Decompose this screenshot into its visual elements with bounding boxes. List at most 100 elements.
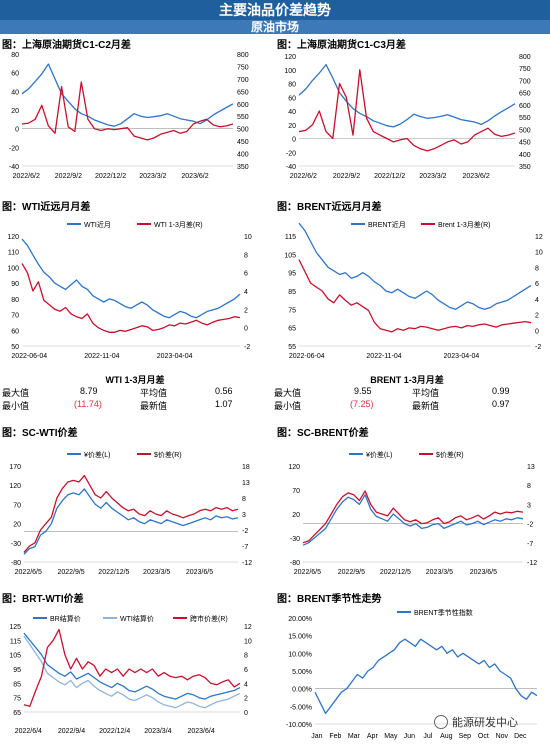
y2-tick-label: 6 [244,271,248,278]
y-tick-label: 50 [11,344,19,351]
y2-tick-label: 0 [244,710,248,717]
y2-tick-label: 4 [244,289,248,296]
series-line [298,259,532,333]
stats-wti: WTI 1-3月月差 最大值 8.79 平均值 0.56 最小值 (11.74)… [0,373,270,413]
y-tick-label: 10.00% [288,651,312,658]
y-tick-label: 70 [11,313,19,320]
x-tick-label: Sep [459,733,472,740]
y2-tick-label: 13 [242,480,250,487]
x-tick-label: 2023/3/4 [144,728,171,735]
x-tick-label: Jun [404,733,415,740]
page-header: 主要油品价差趋势 [0,0,550,20]
y2-tick-label: 0 [535,328,539,335]
x-tick-label: 2023-04-04 [157,353,193,360]
y-tick-label: -10.00% [286,722,312,729]
x-tick-label: 2023/6/2 [462,173,489,180]
x-tick-label: Mar [348,733,361,740]
y2-tick-label: 450 [237,139,249,146]
avg-label: 平均值 [412,388,440,398]
y-tick-label: -20 [286,150,296,157]
y2-tick-label: 10 [535,250,543,257]
y2-tick-label: 350 [519,164,531,171]
watermark-text: 能源研发中心 [452,717,518,729]
legend-label: BRENT季节性指数 [414,608,473,617]
y-tick-label: 80 [288,82,296,89]
y2-tick-label: 700 [237,77,249,84]
y2-tick-label: -2 [242,528,248,535]
y2-tick-label: -7 [242,544,248,551]
y2-tick-label: 750 [237,64,249,71]
legend-label: ¥价差(L) [84,450,110,459]
x-tick-label: 2022/12/5 [380,569,411,576]
panel-sc-wti: 图：SC-WTI价差 170 120 70 20 -30 -80 18 13 8 3 -2 -7 -12… [0,422,275,587]
y2-tick-label: 6 [244,667,248,674]
x-tick-label: Jan [311,733,322,740]
x-tick-label: Dec [514,733,527,740]
y-tick-label: -5.00% [290,704,312,711]
panel-sc-c1c3: 图：上海原油期货C1-C3月差 120 100 80 60 40 20 0 -20 -40 800… [275,34,550,184]
y2-tick-label: 6 [535,281,539,288]
y-tick-label: 60 [288,95,296,102]
x-tick-label: 2022-11-04 [84,353,119,360]
y-tick-label: -40 [286,164,296,171]
y-tick-label: 105 [9,653,21,660]
y-tick-label: -80 [11,560,21,567]
panel-brent-seasonal: 图：BRENT季节性走势 20.00% 15.00% 10.00% 5.00% 0.00… [275,588,550,747]
x-tick-label: 2022/9/4 [58,728,85,735]
panel-brent-spread: 图：BRENT近远月月差 115 105 95 85 75 65 55 12 10 8 6 4 2 0 -2… [275,196,550,371]
x-tick-label: 2023/3/2 [139,173,166,180]
series-line [302,494,524,546]
panel-sc-brent: 图：SC-BRENT价差 120 70 20 -30 -80 13 8 3 -2 -7 -12 202… [275,422,550,587]
y-tick-label: 105 [284,252,296,259]
y-tick-label: 115 [285,234,296,241]
x-tick-label: 2023/3/5 [143,569,170,576]
y-tick-label: 110 [8,250,19,257]
x-tick-label: 2022/6/2 [13,173,40,180]
x-tick-label: Aug [440,733,453,740]
y-tick-label: 75 [13,696,21,703]
y-tick-label: 100 [284,68,296,75]
y2-tick-label: 500 [237,127,249,134]
series-line [23,488,239,555]
y-tick-label: 70 [292,488,300,495]
x-tick-label: Nov [496,733,509,740]
y2-tick-label: 650 [519,91,531,98]
y2-tick-label: 12 [244,624,252,631]
series-line [298,222,532,310]
y2-tick-label: 3 [527,502,531,509]
y-tick-label: 85 [13,681,21,688]
x-tick-label: May [384,733,398,740]
panel-title: 图：SC-WTI价差 [2,428,78,439]
y2-tick-label: 400 [237,152,249,159]
y-tick-label: 95 [288,271,296,278]
y2-tick-label: 10 [244,234,252,241]
panel-sc-c1c2: 图：上海原油期货C1-C2月差 80 60 40 20 0 -20 -40 800 750 700… [0,34,275,184]
y-tick-label: 55 [288,344,296,351]
chart-wti-spread: 120 110 100 90 80 70 60 50 10 8 6 4 2 0 -2 2022-06-04 20… [7,220,252,360]
min-value: (11.74) [74,399,102,409]
x-tick-label: 2022/12/5 [98,569,129,576]
y2-tick-label: 2 [244,307,248,314]
panel-title: 图：上海原油期货C1-C2月差 [2,40,131,51]
chart-sc-wti: 170 120 70 20 -30 -80 18 13 8 3 -2 -7 -12 2022/6/5 202… [9,450,252,576]
x-tick-label: 2023/6/5 [470,569,497,576]
y-tick-label: -20 [9,145,19,152]
y-tick-label: 60 [11,71,19,78]
x-tick-label: 2023/6/5 [186,569,213,576]
y2-tick-label: 800 [237,52,249,59]
y-tick-label: 5.00% [292,669,312,676]
x-tick-label: Apr [367,733,379,740]
y-tick-label: 95 [13,667,21,674]
y2-tick-label: -2 [535,344,541,351]
chart-sc-c1c2: 80 60 40 20 0 -20 -40 800 750 700 650 600 550 500 450 4… [9,52,249,180]
x-tick-label: 2023/6/2 [181,173,208,180]
y2-tick-label: 750 [519,66,531,73]
y-tick-label: -30 [290,536,300,543]
x-tick-label: 2022-11-04 [366,353,401,360]
x-tick-label: 2023/3/2 [419,173,446,180]
y2-tick-label: 3 [242,512,246,519]
y2-tick-label: -12 [242,560,252,567]
y-tick-label: 120 [288,464,300,471]
latest-value: 0.97 [492,399,510,409]
y-tick-label: 120 [7,234,19,241]
